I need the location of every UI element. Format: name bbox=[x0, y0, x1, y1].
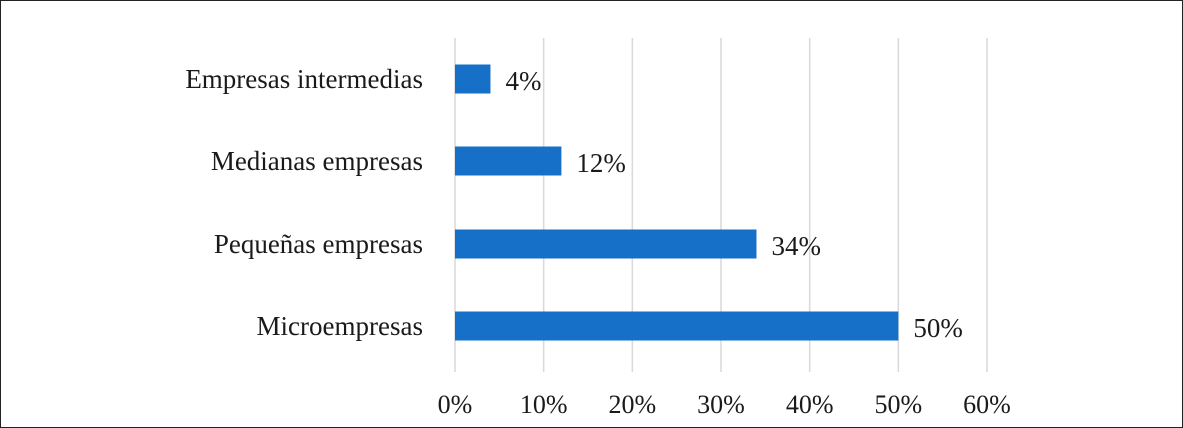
data-label-0: 4% bbox=[505, 66, 541, 96]
bar-2 bbox=[455, 229, 757, 259]
x-tick-label-2: 20% bbox=[608, 390, 656, 419]
data-labels: 4% 12% 34% 50% bbox=[505, 66, 962, 343]
data-label-1: 12% bbox=[576, 148, 626, 178]
category-labels: Empresas intermedias Medianas empresas Peq… bbox=[185, 64, 423, 341]
x-tick-label-4: 40% bbox=[786, 390, 834, 419]
category-label-0: Empresas intermedias bbox=[185, 64, 423, 94]
category-label-1: Medianas empresas bbox=[211, 146, 423, 176]
data-label-3: 50% bbox=[913, 313, 963, 343]
x-tick-label-6: 60% bbox=[963, 390, 1011, 419]
bar-3 bbox=[455, 311, 899, 341]
bars bbox=[455, 64, 899, 341]
x-tick-label-0: 0% bbox=[438, 390, 473, 419]
x-tick-label-1: 10% bbox=[520, 390, 568, 419]
bar-0 bbox=[455, 64, 491, 94]
category-label-2: Pequeñas empresas bbox=[214, 229, 423, 259]
x-tick-label-3: 30% bbox=[697, 390, 745, 419]
category-label-3: Microempresas bbox=[257, 311, 423, 341]
x-axis-tick-labels: 0% 10% 20% 30% 40% 50% 60% bbox=[438, 390, 1011, 419]
bar-1 bbox=[455, 146, 562, 176]
x-tick-label-5: 50% bbox=[874, 390, 922, 419]
data-label-2: 34% bbox=[771, 231, 821, 261]
